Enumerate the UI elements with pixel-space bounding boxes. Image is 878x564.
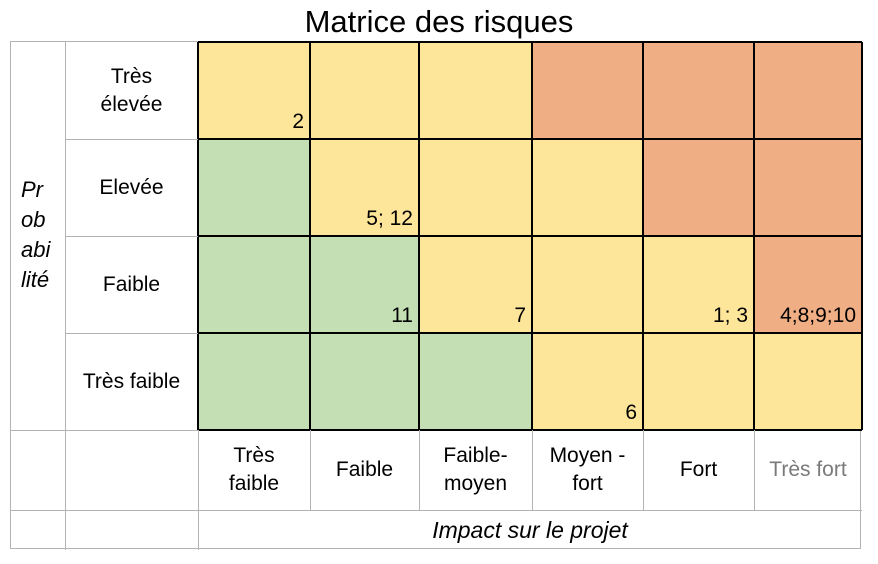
grid-line bbox=[11, 430, 198, 431]
grid-line bbox=[198, 235, 862, 237]
grid-line bbox=[198, 41, 862, 43]
matrix-cell bbox=[643, 42, 754, 139]
risk-ids: 1; 3 bbox=[712, 304, 748, 327]
grid-line bbox=[65, 42, 66, 550]
matrix-cell bbox=[419, 42, 532, 139]
grid-line bbox=[198, 138, 862, 140]
matrix-cell bbox=[419, 139, 532, 236]
matrix-cell bbox=[643, 139, 754, 236]
matrix-cell bbox=[310, 333, 419, 430]
risk-matrix-table: Probabilité Impact sur le projet Très él… bbox=[10, 41, 863, 550]
grid-line bbox=[754, 430, 755, 510]
matrix-cell: 6 bbox=[532, 333, 643, 430]
matrix-cell: 2 bbox=[198, 42, 310, 139]
matrix-cell: 7 bbox=[419, 236, 532, 333]
page-title: Matrice des risques bbox=[304, 4, 574, 39]
matrix-cell bbox=[532, 42, 643, 139]
matrix-cell bbox=[754, 139, 862, 236]
matrix-cell bbox=[754, 333, 862, 430]
column-label: Très fort bbox=[769, 458, 847, 481]
grid-line bbox=[198, 429, 862, 431]
risk-ids: 5; 12 bbox=[366, 207, 413, 230]
matrix-cell: 4;8;9;10 bbox=[754, 236, 862, 333]
grid-line bbox=[198, 430, 199, 550]
x-axis-label: Impact sur le projet bbox=[432, 516, 628, 543]
matrix-cell: 5; 12 bbox=[310, 139, 419, 236]
column-label: Très faible bbox=[228, 444, 280, 495]
row-label: Elevée bbox=[99, 175, 164, 199]
risk-ids: 4;8;9;10 bbox=[780, 304, 856, 327]
matrix-cell bbox=[754, 42, 862, 139]
matrix-cell bbox=[310, 42, 419, 139]
grid-line bbox=[861, 42, 863, 430]
column-label: Fort bbox=[679, 458, 718, 481]
matrix-cell bbox=[532, 139, 643, 236]
grid-line bbox=[65, 236, 198, 237]
row-label: Très élevée bbox=[100, 64, 163, 116]
grid-line bbox=[643, 430, 644, 510]
risk-ids: 2 bbox=[292, 110, 304, 133]
matrix-cell bbox=[419, 333, 532, 430]
risk-ids: 11 bbox=[391, 304, 413, 327]
matrix-cell bbox=[198, 333, 310, 430]
matrix-cell bbox=[198, 139, 310, 236]
column-label: Faible-moyen bbox=[443, 444, 508, 495]
matrix-cell bbox=[198, 236, 310, 333]
matrix-cell: 1; 3 bbox=[643, 236, 754, 333]
grid-line bbox=[198, 332, 862, 334]
row-label: Faible bbox=[102, 272, 161, 296]
grid-line bbox=[11, 510, 862, 511]
y-axis-label: Probabilité bbox=[21, 176, 51, 292]
grid-line bbox=[65, 139, 198, 140]
grid-line bbox=[310, 430, 311, 510]
risk-ids: 6 bbox=[625, 401, 637, 424]
row-label: Très faible bbox=[82, 369, 181, 393]
matrix-cell bbox=[532, 236, 643, 333]
matrix-cell: 11 bbox=[310, 236, 419, 333]
matrix-cell bbox=[643, 333, 754, 430]
column-label: Faible bbox=[335, 458, 394, 481]
grid-line bbox=[532, 430, 533, 510]
grid-line bbox=[65, 333, 198, 334]
column-label: Moyen - fort bbox=[549, 444, 626, 495]
risk-ids: 7 bbox=[514, 304, 526, 327]
grid-line bbox=[419, 430, 420, 510]
